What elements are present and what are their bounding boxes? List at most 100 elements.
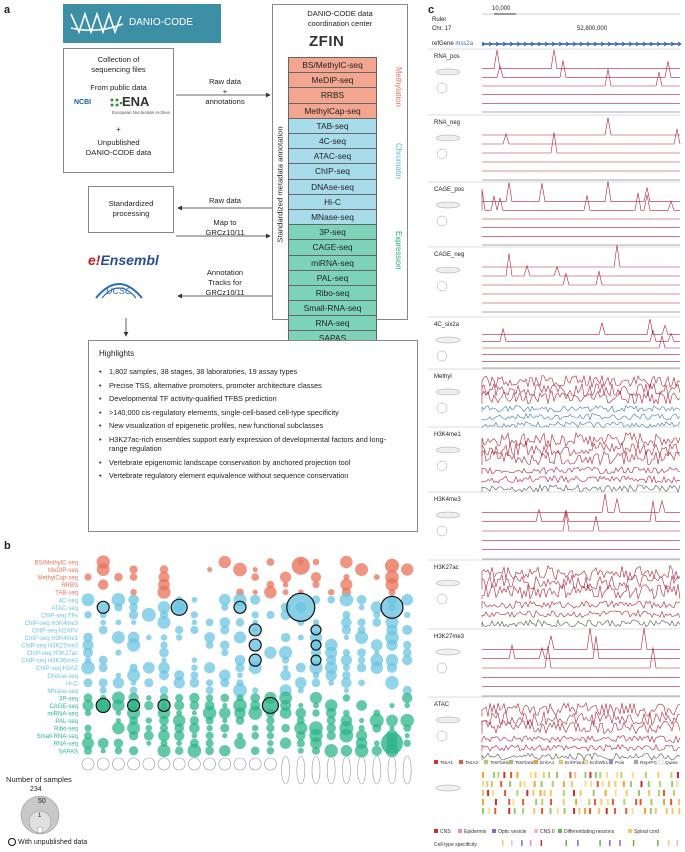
unpublished-line-2: DANIO-CODE data bbox=[85, 147, 152, 157]
chromhmm-segment bbox=[599, 772, 602, 778]
bubble bbox=[96, 600, 110, 614]
bubble bbox=[128, 730, 139, 741]
bubble bbox=[340, 578, 353, 591]
embryo-icon bbox=[436, 662, 448, 674]
track-label: CAGE_pos bbox=[434, 187, 464, 193]
bubble bbox=[159, 686, 169, 695]
bubble bbox=[222, 702, 228, 708]
signal-track bbox=[481, 440, 681, 457]
celltype-label: Optic vesicle bbox=[498, 829, 527, 835]
chromhmm-segment bbox=[640, 781, 643, 787]
assay-tab: TAB-seq bbox=[289, 117, 376, 133]
bubble bbox=[261, 696, 279, 715]
bubble bbox=[380, 595, 404, 619]
chromhmm-segment bbox=[589, 808, 592, 814]
assay-pal: PAL-seq bbox=[289, 269, 376, 285]
bubble bbox=[357, 648, 366, 657]
bubble bbox=[82, 647, 94, 658]
embryo-icon bbox=[435, 266, 461, 274]
legend-circle-min bbox=[36, 826, 44, 834]
signal-track bbox=[481, 405, 681, 413]
bubble bbox=[371, 745, 382, 756]
embryo-icon bbox=[435, 134, 461, 142]
assay-bs-methylc: BS/MethylC-seq bbox=[289, 57, 376, 73]
bubble bbox=[219, 617, 231, 628]
bubble bbox=[158, 729, 170, 742]
bubble bbox=[115, 710, 122, 716]
bubble bbox=[310, 647, 322, 658]
stage-embryo-icon bbox=[81, 757, 95, 771]
signal-track bbox=[482, 335, 680, 349]
celltype-label: Spinal cord bbox=[634, 829, 659, 835]
chromhmm-segment bbox=[584, 781, 587, 787]
bubble bbox=[130, 679, 137, 686]
strand-arrow-icon bbox=[558, 41, 563, 47]
chromhmm-label: EnhWk1 bbox=[590, 760, 608, 766]
bubble bbox=[191, 664, 198, 671]
bubble bbox=[146, 740, 152, 746]
bubble bbox=[98, 625, 108, 635]
bubble-row-label: ChIP-seq H2AZ bbox=[36, 666, 78, 672]
chromhmm-segment bbox=[620, 772, 623, 778]
strand-arrow-icon bbox=[551, 41, 556, 47]
group-methylation: Methylation bbox=[394, 67, 403, 107]
chromhmm-segment bbox=[569, 772, 572, 778]
bubble bbox=[84, 611, 92, 619]
bubble bbox=[343, 709, 350, 717]
bubble bbox=[295, 730, 306, 741]
embryo-icon bbox=[435, 579, 461, 587]
chromhmm-swatch bbox=[633, 759, 639, 765]
strand-arrow-icon bbox=[607, 41, 612, 47]
bubble bbox=[84, 724, 92, 732]
bubble bbox=[205, 746, 214, 756]
bubble bbox=[235, 716, 245, 725]
bubble bbox=[266, 610, 275, 619]
bubble bbox=[251, 731, 260, 740]
highlight-item: 1,802 samples, 38 stages, 38 laboratorie… bbox=[99, 367, 399, 376]
bubble bbox=[82, 737, 94, 750]
strand-arrow-icon bbox=[586, 41, 591, 47]
signal-track bbox=[481, 466, 681, 475]
bubble bbox=[191, 596, 198, 603]
embryo-icon bbox=[436, 215, 448, 227]
bubble bbox=[190, 671, 199, 680]
bubble bbox=[373, 574, 380, 581]
chromhmm-swatch bbox=[433, 759, 439, 765]
embryo-icon bbox=[435, 648, 461, 656]
chromhmm-segment bbox=[509, 781, 512, 787]
signal-track bbox=[482, 512, 680, 532]
bubble bbox=[81, 660, 95, 675]
bubble bbox=[381, 732, 403, 755]
bubble bbox=[298, 702, 304, 708]
chromhmm-segment bbox=[589, 772, 592, 778]
bubble bbox=[113, 738, 124, 748]
celltype-mark bbox=[502, 840, 504, 846]
chromhmm-segment bbox=[574, 772, 577, 778]
bubble bbox=[295, 662, 306, 673]
highlight-item: Developmental TF activity-qualified TFBS… bbox=[99, 394, 399, 403]
bubble bbox=[358, 604, 365, 611]
bubble bbox=[157, 698, 171, 713]
bubble bbox=[386, 714, 398, 727]
assay-ribo: Ribo-seq bbox=[289, 285, 376, 301]
assay-chip: ChIP-seq bbox=[289, 163, 376, 179]
legend-max: 234 bbox=[30, 786, 42, 793]
bubble bbox=[160, 641, 168, 649]
celltype-label: Epidermis bbox=[464, 829, 487, 835]
bubble bbox=[325, 646, 338, 659]
bubble bbox=[389, 702, 395, 709]
signal-track bbox=[481, 702, 681, 717]
bubble bbox=[234, 737, 246, 750]
bubble-row-label: ChIP-seq H3K4me3 bbox=[25, 621, 79, 627]
bubble bbox=[401, 593, 414, 606]
bubble-row-label: Hi-C bbox=[66, 681, 79, 687]
bubble bbox=[221, 649, 229, 657]
ucsc-text: UCSC bbox=[106, 286, 132, 296]
signal-track bbox=[482, 253, 680, 277]
bubble bbox=[144, 700, 154, 711]
chromhmm-segment bbox=[562, 799, 565, 805]
bubble bbox=[286, 592, 316, 622]
bubble bbox=[170, 598, 188, 616]
chromhmm-segment bbox=[616, 772, 619, 778]
bubble bbox=[222, 717, 228, 724]
